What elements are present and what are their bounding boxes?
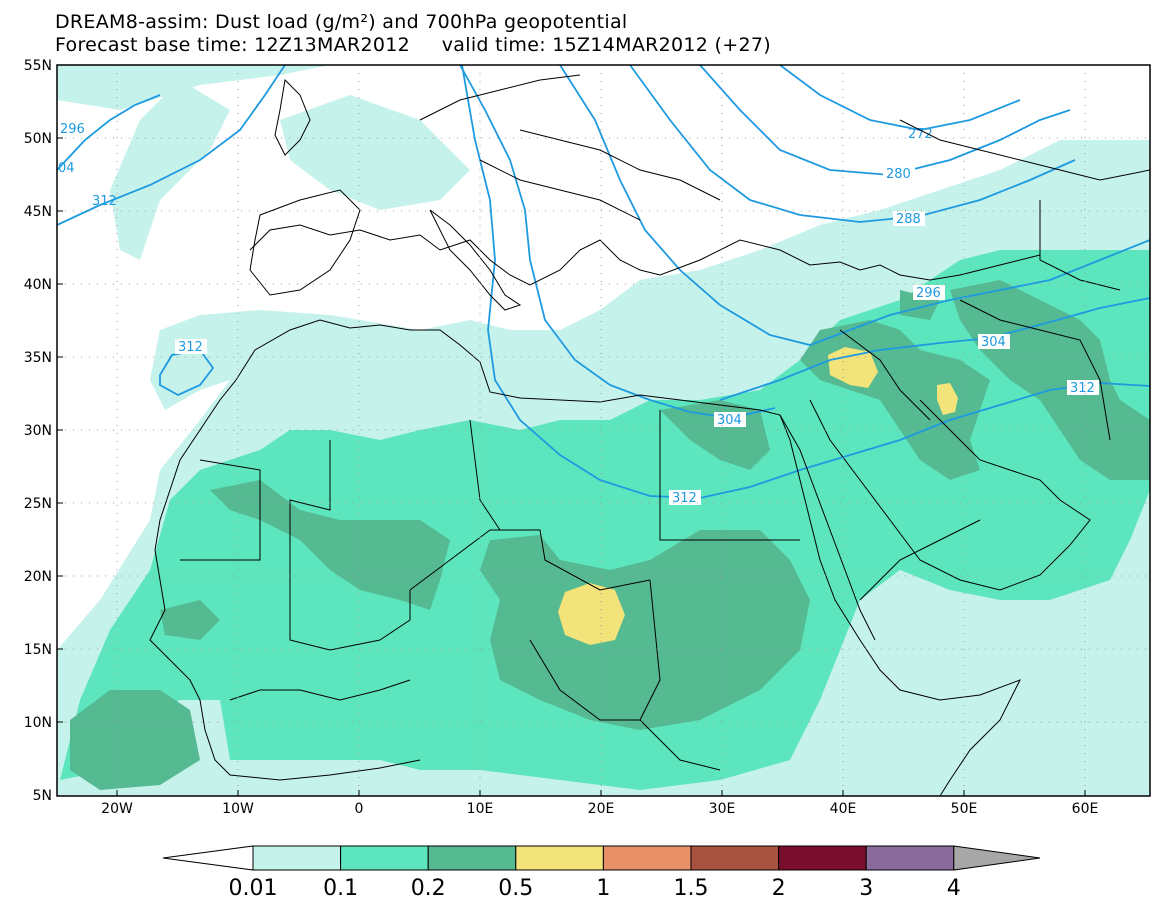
lat-label: 50N <box>24 131 52 147</box>
contour-label: 304 <box>981 335 1006 350</box>
colorbar-swatch <box>866 846 954 870</box>
longitude-labels: 20W 10W 0 10E 20E 30E 40E 50E 60E <box>101 801 1098 817</box>
contour-label: 312 <box>92 194 117 209</box>
contour-label: 04 <box>58 161 75 176</box>
colorbar-under-arrow <box>163 846 253 870</box>
contour-label: 312 <box>178 340 203 355</box>
lon-label: 60E <box>1072 801 1099 817</box>
colorbar-label: 0.2 <box>411 876 446 901</box>
colorbar-swatch <box>341 846 429 870</box>
lat-label: 55N <box>24 58 52 74</box>
lon-label: 50E <box>951 801 978 817</box>
colorbar-label: 3 <box>859 876 873 901</box>
colorbar <box>163 846 1040 870</box>
lat-label: 5N <box>33 788 52 804</box>
lon-label: 40E <box>830 801 857 817</box>
contour-label: 288 <box>896 212 921 227</box>
colorbar-over-arrow <box>954 846 1040 870</box>
lon-label: 20E <box>588 801 615 817</box>
lat-label: 40N <box>24 277 52 293</box>
lat-label: 10N <box>24 715 52 731</box>
colorbar-label: 1 <box>596 876 610 901</box>
lat-label: 30N <box>24 423 52 439</box>
colorbar-labels: 0.01 0.1 0.2 0.5 1 1.5 2 3 4 <box>229 876 961 901</box>
contour-label: 312 <box>672 491 697 506</box>
lon-label: 10E <box>467 801 494 817</box>
colorbar-swatch <box>516 846 604 870</box>
colorbar-label: 0.5 <box>498 876 533 901</box>
contour-label: 280 <box>886 167 911 182</box>
contour-label: 304 <box>717 413 742 428</box>
lat-label: 35N <box>24 350 52 366</box>
colorbar-label: 0.01 <box>229 876 278 901</box>
colorbar-label: 1.5 <box>674 876 709 901</box>
lat-label: 20N <box>24 569 52 585</box>
lon-label: 10W <box>222 801 254 817</box>
lat-label: 45N <box>24 204 52 220</box>
contour-label: 296 <box>60 122 85 137</box>
latitude-labels: 55N 50N 45N 40N 35N 30N 25N 20N 15N 10N … <box>24 58 52 804</box>
lat-label: 25N <box>24 496 52 512</box>
lon-label: 30E <box>709 801 736 817</box>
colorbar-swatch <box>691 846 779 870</box>
lon-label: 20W <box>101 801 133 817</box>
colorbar-label: 0.1 <box>323 876 358 901</box>
colorbar-swatch <box>428 846 516 870</box>
colorbar-swatch <box>603 846 691 870</box>
contour-label: 312 <box>1070 381 1095 396</box>
colorbar-label: 4 <box>947 876 961 901</box>
colorbar-swatch <box>253 846 341 870</box>
lat-label: 15N <box>24 642 52 658</box>
contour-label: 296 <box>916 286 941 301</box>
colorbar-label: 2 <box>772 876 786 901</box>
lon-label: 0 <box>355 801 364 817</box>
colorbar-swatch <box>779 846 867 870</box>
